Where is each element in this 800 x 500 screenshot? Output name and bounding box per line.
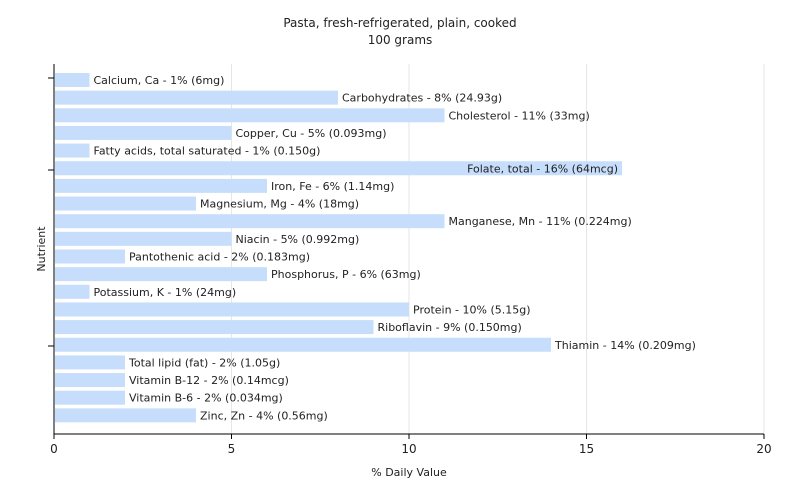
- bar-9: [55, 231, 232, 246]
- chart-subtitle: 100 grams: [368, 33, 433, 47]
- x-tick-label-1: 5: [228, 442, 236, 456]
- bar-15: [55, 337, 551, 352]
- bar-label-13: Protein - 10% (5.15g): [413, 303, 531, 316]
- x-tick-label-4: 20: [756, 442, 771, 456]
- bar-label-2: Cholesterol - 11% (33mg): [449, 109, 590, 122]
- bars: Calcium, Ca - 1% (6mg) Carbohydrates - 8%…: [55, 73, 696, 423]
- bar-label-5: Folate, total - 16% (64mcg): [467, 162, 618, 175]
- bar-label-0: Calcium, Ca - 1% (6mg): [94, 74, 225, 87]
- bar-label-1: Carbohydrates - 8% (24.93g): [342, 92, 502, 105]
- grid-lines: [231, 64, 765, 434]
- bar-label-14: Riboflavin - 9% (0.150mg): [378, 321, 522, 334]
- x-axis-title: % Daily Value: [371, 466, 447, 479]
- bar-11: [55, 267, 267, 282]
- x-tick-label-2: 10: [401, 442, 416, 456]
- bar-8: [55, 214, 445, 229]
- bar-label-10: Pantothenic acid - 2% (0.183mg): [129, 251, 310, 264]
- x-tick-label-0: 0: [50, 442, 58, 456]
- bar-19: [55, 408, 196, 423]
- bar-label-11: Phosphorus, P - 6% (63mg): [271, 268, 421, 281]
- bar-label-8: Manganese, Mn - 11% (0.224mg): [449, 215, 632, 228]
- bar-14: [55, 320, 374, 335]
- bar-label-4: Fatty acids, total saturated - 1% (0.150…: [94, 145, 321, 158]
- x-tick-label-3: 15: [579, 442, 594, 456]
- bar-13: [55, 302, 409, 317]
- bar-12: [55, 284, 90, 299]
- bar-5: [55, 161, 622, 176]
- bar-label-9: Niacin - 5% (0.992mg): [236, 233, 360, 246]
- bar-label-16: Total lipid (fat) - 2% (1.05g): [128, 356, 280, 369]
- bar-6: [55, 178, 267, 193]
- bar-label-19: Zinc, Zn - 4% (0.56mg): [200, 409, 328, 422]
- chart-title: Pasta, fresh-refrigerated, plain, cooked: [283, 16, 516, 30]
- bar-10: [55, 249, 125, 264]
- y-axis-title: Nutrient: [35, 226, 48, 272]
- bar-label-3: Copper, Cu - 5% (0.093mg): [236, 127, 387, 140]
- bar-label-15: Thiamin - 14% (0.209mg): [554, 339, 696, 352]
- bar-17: [55, 373, 125, 388]
- bar-18: [55, 390, 125, 405]
- bar-16: [55, 355, 125, 370]
- bar-label-7: Magnesium, Mg - 4% (18mg): [200, 198, 359, 211]
- bar-label-17: Vitamin B-12 - 2% (0.14mcg): [129, 374, 289, 387]
- x-ticks: 0 5 10 15 20: [48, 77, 772, 456]
- bar-label-6: Iron, Fe - 6% (1.14mg): [271, 180, 394, 193]
- bar-label-18: Vitamin B-6 - 2% (0.034mg): [129, 392, 283, 405]
- bar-3: [55, 125, 232, 140]
- bar-0: [55, 73, 90, 87]
- bar-label-12: Potassium, K - 1% (24mg): [94, 286, 237, 299]
- bar-1: [55, 90, 338, 105]
- bar-7: [55, 196, 196, 211]
- bar-2: [55, 108, 445, 123]
- bar-4: [55, 143, 90, 158]
